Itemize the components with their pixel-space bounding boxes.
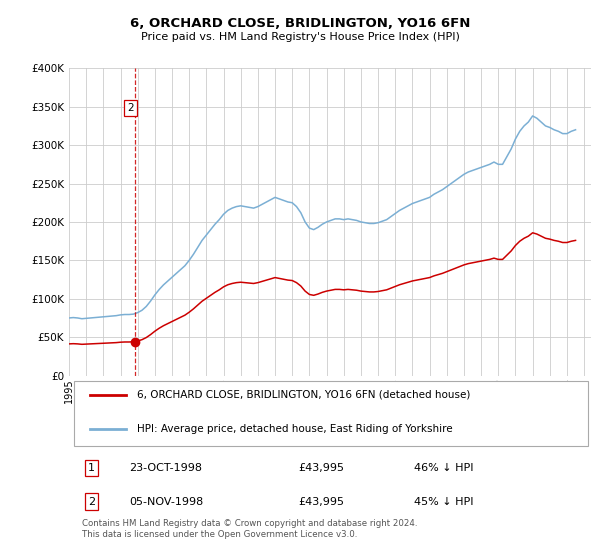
Text: Price paid vs. HM Land Registry's House Price Index (HPI): Price paid vs. HM Land Registry's House … (140, 32, 460, 42)
Text: £43,995: £43,995 (299, 497, 344, 507)
FancyBboxPatch shape (74, 381, 589, 446)
Text: Contains HM Land Registry data © Crown copyright and database right 2024.
This d: Contains HM Land Registry data © Crown c… (82, 519, 418, 539)
Text: 45% ↓ HPI: 45% ↓ HPI (413, 497, 473, 507)
Text: 23-OCT-1998: 23-OCT-1998 (129, 463, 202, 473)
Text: 6, ORCHARD CLOSE, BRIDLINGTON, YO16 6FN (detached house): 6, ORCHARD CLOSE, BRIDLINGTON, YO16 6FN … (137, 390, 470, 400)
Text: 6, ORCHARD CLOSE, BRIDLINGTON, YO16 6FN: 6, ORCHARD CLOSE, BRIDLINGTON, YO16 6FN (130, 17, 470, 30)
Text: 1: 1 (88, 463, 95, 473)
Text: 46% ↓ HPI: 46% ↓ HPI (413, 463, 473, 473)
Text: £43,995: £43,995 (299, 463, 344, 473)
Text: 2: 2 (88, 497, 95, 507)
Text: HPI: Average price, detached house, East Riding of Yorkshire: HPI: Average price, detached house, East… (137, 423, 452, 433)
Text: 2: 2 (127, 103, 134, 113)
Text: 05-NOV-1998: 05-NOV-1998 (129, 497, 203, 507)
